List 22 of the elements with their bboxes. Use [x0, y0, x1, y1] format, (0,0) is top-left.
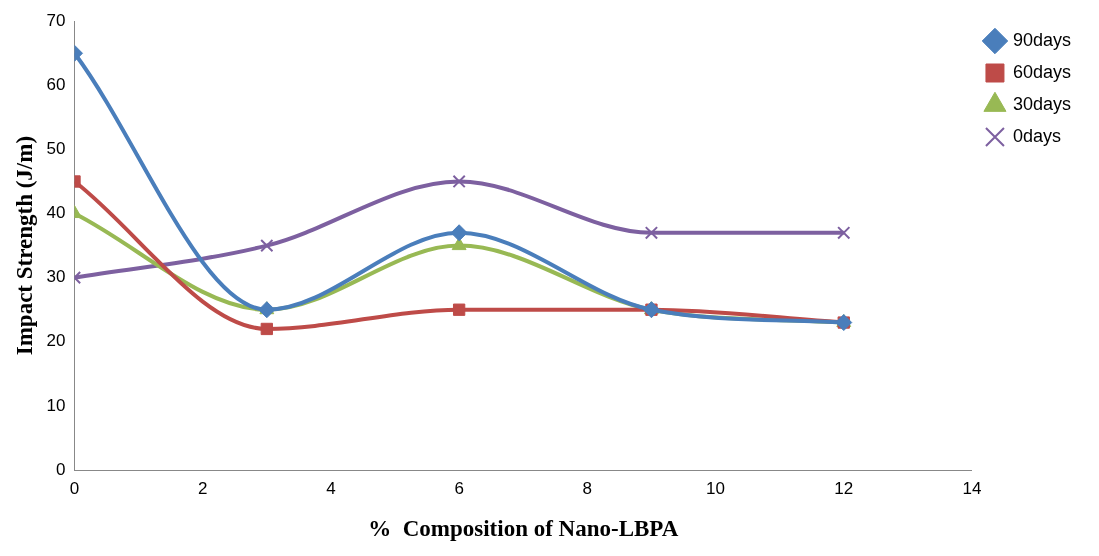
- y-tick-label: 30: [46, 267, 66, 287]
- legend-label: 0days: [1012, 125, 1061, 146]
- x-tick-label: 2: [197, 478, 208, 498]
- legend-label: 30days: [1012, 93, 1071, 114]
- x-tick-label: 12: [834, 478, 854, 498]
- y-tick-label: 20: [46, 331, 66, 351]
- x-tick-label: 14: [962, 478, 982, 498]
- legend-label: 60days: [1012, 61, 1071, 82]
- legend-label: 90days: [1012, 29, 1071, 50]
- x-tick-label: 8: [582, 478, 593, 498]
- y-tick-label: 70: [46, 10, 66, 30]
- x-tick-label: 6: [454, 478, 464, 498]
- y-tick-label: 40: [46, 203, 66, 223]
- x-axis-title: % Composition of Nano-LBPA: [368, 516, 679, 542]
- x-tick-label: 0: [69, 478, 80, 498]
- y-tick-label: 10: [46, 395, 66, 415]
- y-tick-label: 0: [56, 459, 66, 479]
- x-tick-label: 4: [326, 478, 336, 498]
- x-tick-label: 10: [706, 478, 725, 498]
- y-tick-label: 60: [46, 75, 66, 94]
- y-tick-label: 50: [46, 139, 66, 159]
- y-axis-title: Impact Strength (J/m): [11, 135, 37, 356]
